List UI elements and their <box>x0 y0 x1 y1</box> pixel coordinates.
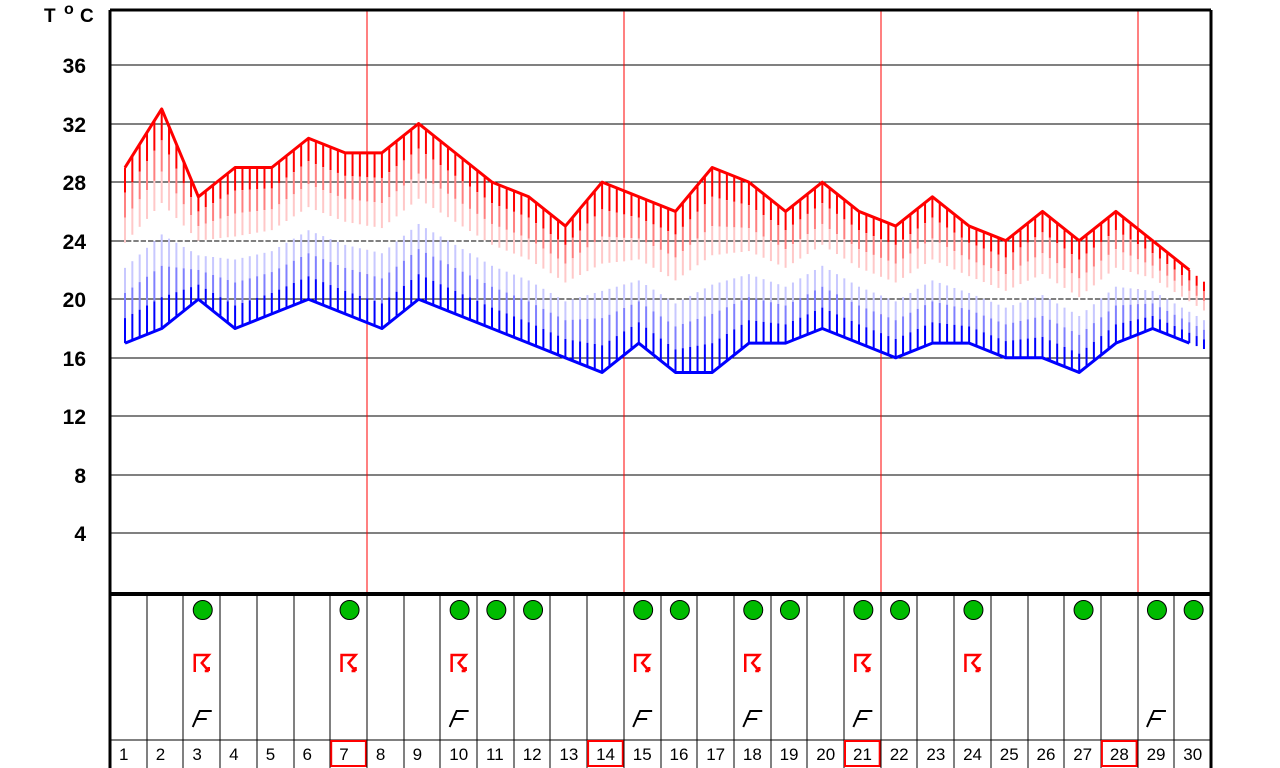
red-arrow-icon <box>193 653 212 673</box>
day-label: 29 <box>1147 745 1166 764</box>
green-dot-icon <box>486 600 507 620</box>
day-label: 11 <box>486 745 504 764</box>
f-symbol-icon <box>448 710 469 728</box>
f-shape <box>191 710 212 728</box>
week-day-highlight <box>587 740 624 767</box>
day-label: 12 <box>523 745 542 764</box>
arrow-shape <box>450 653 469 673</box>
y-tick-label: 16 <box>63 348 86 371</box>
y-label-t: T <box>44 6 56 27</box>
y-tick-label: 20 <box>63 289 86 312</box>
day-label: 6 <box>303 745 312 764</box>
day-label: 26 <box>1037 745 1056 764</box>
green-dot-icon <box>963 600 984 620</box>
red-arrow-icon <box>854 653 873 673</box>
day-label: 25 <box>1000 745 1019 764</box>
day-label: 23 <box>926 745 945 764</box>
green-dot-icon <box>339 600 360 620</box>
green-dot-icon <box>669 600 690 620</box>
green-dot-icon <box>523 600 544 620</box>
day-label: 24 <box>963 745 982 764</box>
day-label: 15 <box>633 745 652 764</box>
arrow-shape <box>633 653 652 673</box>
y-label-degree: o <box>64 1 74 18</box>
f-symbol-icon <box>1146 710 1166 728</box>
y-tick-label: 36 <box>63 55 86 78</box>
green-dot-icon <box>743 600 764 620</box>
f-symbol-icon <box>191 710 212 728</box>
f-shape <box>632 710 653 728</box>
day-label: 17 <box>706 745 725 764</box>
day-label: 27 <box>1073 745 1092 764</box>
green-dot-icon <box>779 600 800 620</box>
day-label: 16 <box>670 745 689 764</box>
green-dot-icon <box>449 600 470 620</box>
arrow-shape <box>193 653 212 673</box>
series-line-min <box>124 297 1190 374</box>
red-arrow-icon <box>450 653 469 673</box>
y-label-c: C <box>80 6 94 27</box>
day-label: 10 <box>449 745 468 764</box>
f-shape <box>1146 710 1166 728</box>
day-label: 2 <box>156 745 165 764</box>
red-arrow-icon <box>340 653 359 673</box>
series-line-max <box>123 107 1191 272</box>
f-shape <box>742 710 763 728</box>
day-label: 28 <box>1110 745 1129 764</box>
red-arrow-icon <box>964 653 983 673</box>
week-day-highlight <box>844 740 881 767</box>
day-label: 19 <box>780 745 799 764</box>
day-label: 18 <box>743 745 762 764</box>
arrow-shape <box>964 653 983 673</box>
green-dot-icon <box>853 600 874 620</box>
day-label: 1 <box>119 745 128 764</box>
day-label: 14 <box>596 745 615 764</box>
y-tick-label: 32 <box>63 114 86 137</box>
arrow-shape <box>854 653 873 673</box>
f-symbol-icon <box>852 710 873 728</box>
green-dot-icon <box>192 600 213 620</box>
red-arrow-icon <box>744 653 763 673</box>
f-shape <box>852 710 873 728</box>
red-arrow-icon <box>633 653 652 673</box>
y-tick-label: 8 <box>74 465 86 488</box>
day-label: 13 <box>559 745 578 764</box>
f-shape <box>448 710 469 728</box>
day-label: 21 <box>853 745 872 764</box>
green-dot-icon <box>1073 600 1094 620</box>
y-tick-label: 12 <box>63 406 86 429</box>
day-label: 30 <box>1183 745 1202 764</box>
day-label: 20 <box>816 745 835 764</box>
week-day-highlight <box>330 740 367 767</box>
day-label: 9 <box>413 745 422 764</box>
y-tick-label: 28 <box>63 172 87 195</box>
day-label: 3 <box>192 745 201 764</box>
green-dot-icon <box>1183 600 1204 620</box>
y-tick-label: 4 <box>74 523 86 546</box>
week-day-highlight <box>1100 740 1138 767</box>
day-label: 4 <box>229 745 238 764</box>
y-axis-label: T o C <box>44 1 94 27</box>
day-label: 8 <box>376 745 385 764</box>
y-tick-label: 24 <box>63 231 87 254</box>
f-symbol-icon <box>632 710 653 728</box>
arrow-shape <box>340 653 359 673</box>
day-label: 5 <box>266 745 275 764</box>
day-label: 7 <box>339 745 348 764</box>
green-dot-icon <box>1146 600 1167 620</box>
f-symbol-icon <box>742 710 763 728</box>
green-dot-icon <box>890 600 911 620</box>
day-label: 22 <box>890 745 909 764</box>
green-dot-icon <box>633 600 654 620</box>
arrow-shape <box>744 653 763 673</box>
